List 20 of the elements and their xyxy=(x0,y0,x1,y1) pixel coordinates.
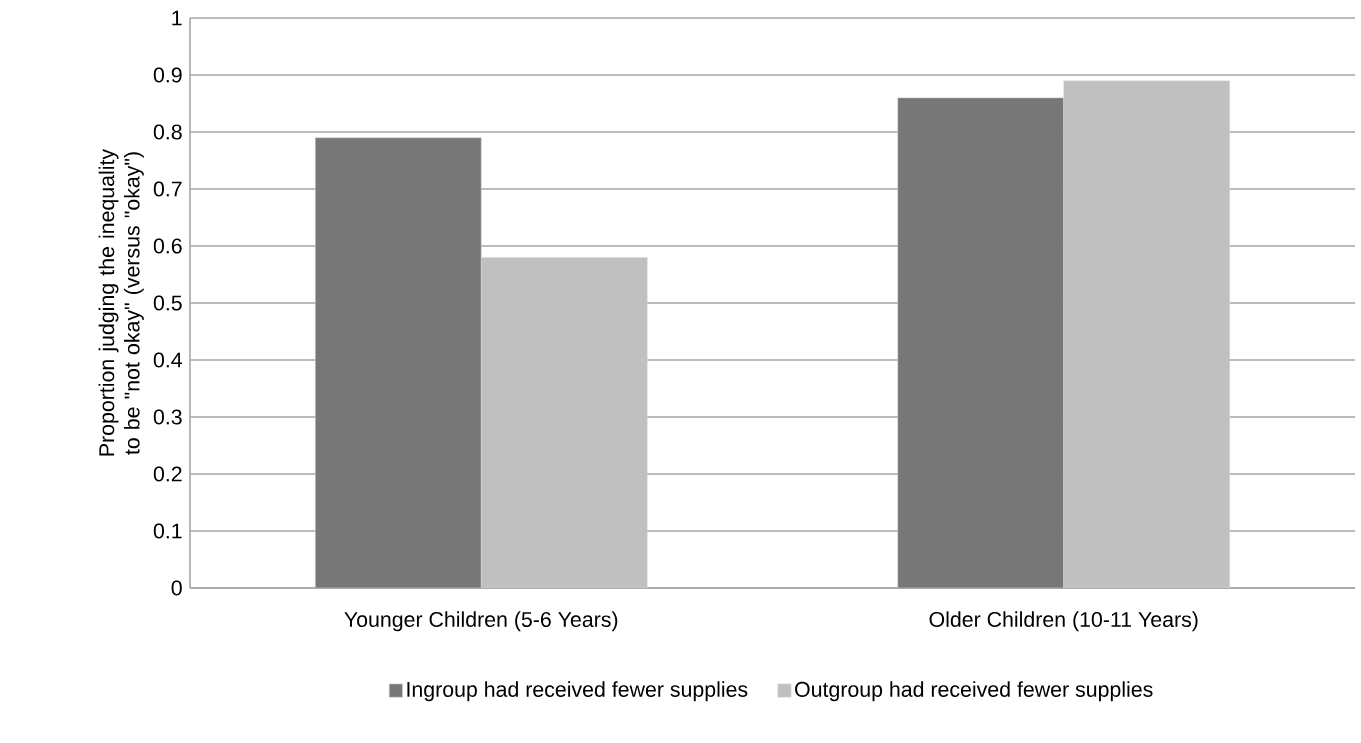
x-tick-label: Younger Children (5-6 Years) xyxy=(344,611,618,632)
y-tick-label: 0.6 xyxy=(153,238,182,254)
y-tick-label: 0 xyxy=(171,580,182,596)
y-tick-label: 0.5 xyxy=(153,295,182,311)
y-tick-label: 0.1 xyxy=(153,523,182,539)
y-tick-label: 0.2 xyxy=(153,466,182,482)
y-tick-label: 0.3 xyxy=(153,409,182,425)
y-tick-label: 1 xyxy=(172,10,182,26)
bar xyxy=(897,97,1065,588)
y-tick-label: 0.7 xyxy=(153,181,182,197)
bar xyxy=(480,257,648,588)
y-tick-label: 0.9 xyxy=(153,67,182,83)
y-tick-label: 0.8 xyxy=(153,124,182,140)
bar xyxy=(314,137,482,588)
bar xyxy=(1063,80,1231,588)
y-axis-title: Proportion judging the inequality to be "not okay" (versus "okay") xyxy=(98,148,144,456)
x-tick-label: Older Children (10-11 Years) xyxy=(929,611,1198,632)
y-tick-label: 0.4 xyxy=(153,352,182,368)
legend-label: Ingroup had received fewer supplies xyxy=(407,681,748,702)
legend-label: Outgroup had received fewer supplies xyxy=(795,681,1153,702)
